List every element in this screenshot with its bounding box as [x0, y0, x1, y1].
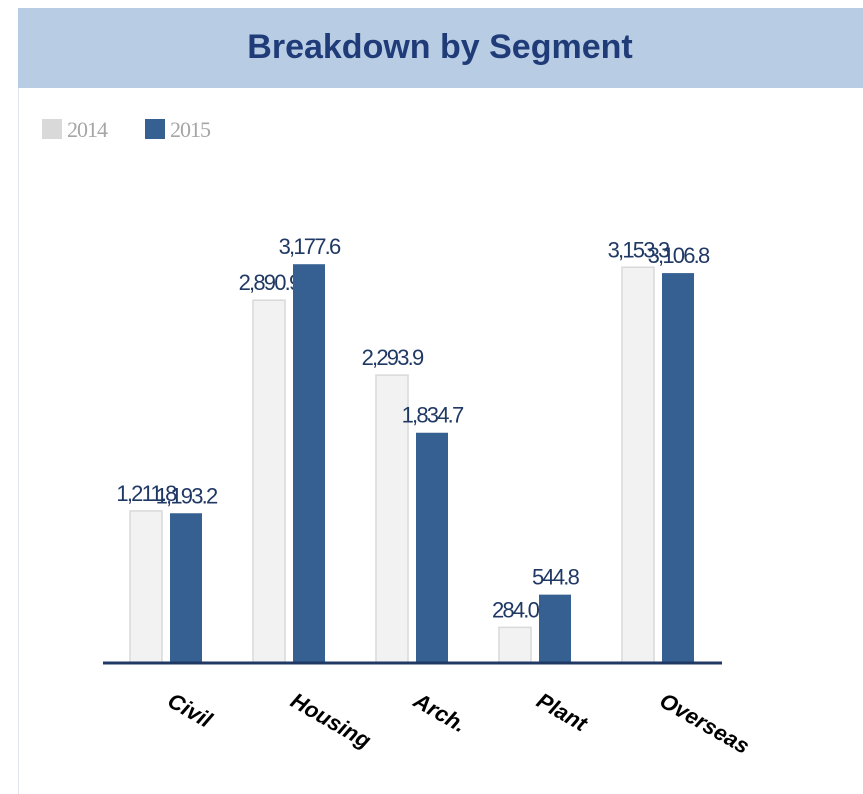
x-tick-label: Plant	[533, 688, 594, 737]
data-label: 3,106.8	[648, 243, 710, 268]
bar	[252, 299, 286, 664]
data-label: 3,177.6	[279, 234, 341, 259]
data-label: 3,153.3	[608, 237, 670, 262]
data-label: 544.8	[532, 565, 580, 590]
x-tick-label: Arch.	[409, 687, 471, 737]
bar	[498, 626, 532, 664]
title-banner	[18, 8, 863, 88]
bar	[539, 594, 571, 663]
x-tick-label: Civil	[164, 688, 218, 733]
data-label: 1,193.2	[156, 483, 218, 508]
legend-swatch	[145, 119, 165, 139]
data-label: 284.0	[492, 597, 540, 622]
data-label: 1,834.7	[402, 403, 464, 428]
x-tick-label: Housing	[287, 688, 376, 754]
bar	[662, 273, 694, 663]
data-label: 2,890.9	[239, 270, 301, 295]
legend-label: 2014	[67, 117, 108, 142]
data-label: 1,211.8	[116, 481, 177, 506]
bar	[621, 266, 655, 664]
bar	[170, 513, 202, 663]
legend-swatch	[42, 119, 62, 139]
bar	[293, 264, 325, 663]
bar	[129, 510, 163, 664]
legend-label: 2015	[170, 117, 211, 142]
chart-title: Breakdown by Segment	[247, 28, 632, 66]
x-tick-label: Overseas	[656, 688, 754, 759]
data-label: 2,293.9	[362, 345, 424, 370]
bar	[416, 432, 448, 663]
